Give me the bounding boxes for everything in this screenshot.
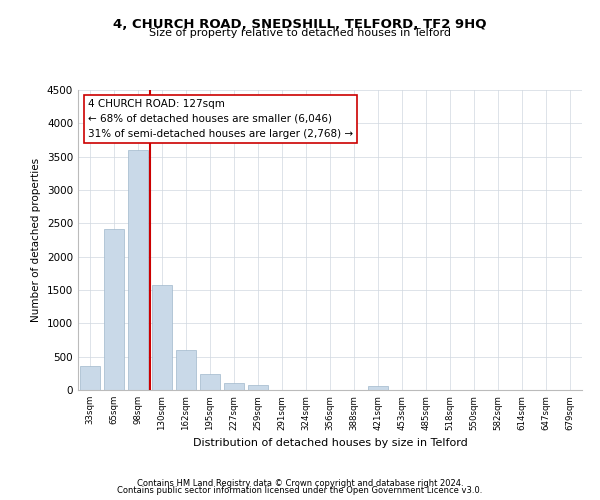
Bar — [248, 386, 268, 390]
Text: Contains HM Land Registry data © Crown copyright and database right 2024.: Contains HM Land Registry data © Crown c… — [137, 478, 463, 488]
Bar — [128, 150, 148, 390]
Bar — [176, 350, 196, 390]
Bar — [224, 382, 244, 390]
Bar — [104, 228, 124, 390]
Bar — [200, 374, 220, 390]
Text: 4 CHURCH ROAD: 127sqm
← 68% of detached houses are smaller (6,046)
31% of semi-d: 4 CHURCH ROAD: 127sqm ← 68% of detached … — [88, 99, 353, 138]
Bar — [152, 284, 172, 390]
Bar — [368, 386, 388, 390]
Y-axis label: Number of detached properties: Number of detached properties — [31, 158, 41, 322]
Text: 4, CHURCH ROAD, SNEDSHILL, TELFORD, TF2 9HQ: 4, CHURCH ROAD, SNEDSHILL, TELFORD, TF2 … — [113, 18, 487, 30]
X-axis label: Distribution of detached houses by size in Telford: Distribution of detached houses by size … — [193, 438, 467, 448]
Bar — [80, 366, 100, 390]
Text: Size of property relative to detached houses in Telford: Size of property relative to detached ho… — [149, 28, 451, 38]
Text: Contains public sector information licensed under the Open Government Licence v3: Contains public sector information licen… — [118, 486, 482, 495]
